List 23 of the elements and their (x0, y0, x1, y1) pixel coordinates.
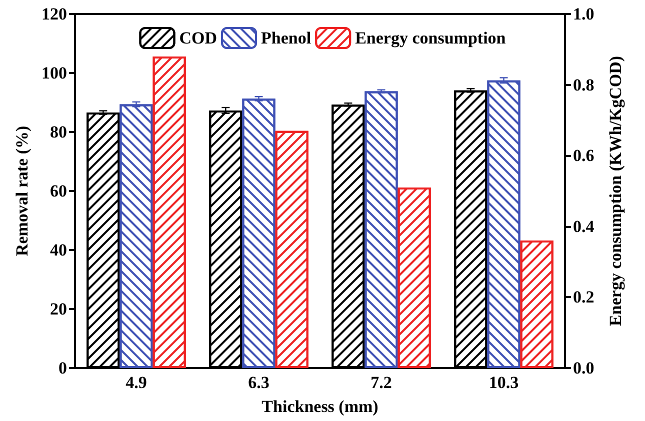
y-axis-title: Removal rate (%) (12, 126, 32, 256)
y-tick-label: 0 (58, 358, 67, 378)
y-tick-label: 120 (42, 4, 67, 24)
x-tick-label: 10.3 (488, 373, 519, 392)
y2-tick-label: 0.8 (573, 75, 594, 94)
y2-tick-label: 0.0 (573, 358, 594, 378)
legend-label: COD (179, 28, 218, 48)
legend-label: Energy consumption (355, 28, 506, 48)
x-tick-label: 4.9 (126, 373, 147, 392)
x-axis-title: Thickness (mm) (262, 397, 378, 416)
y-tick-label: 20 (50, 300, 67, 318)
y-tick-label: 40 (50, 240, 67, 260)
legend-label: Phenol (261, 28, 312, 48)
x-tick-label: 6.3 (248, 373, 270, 392)
y2-tick-label: 0.4 (573, 216, 595, 236)
y-tick-label: 100 (42, 64, 67, 82)
y2-tick-label: 0.6 (573, 146, 594, 166)
y2-tick-label: 1.0 (573, 4, 594, 24)
y-tick-label: 60 (50, 182, 67, 200)
y2-axis-title: Energy consumption (KWh/KgCOD) (606, 56, 625, 326)
x-tick-label: 7.2 (370, 373, 392, 392)
y-tick-label: 80 (50, 122, 67, 142)
y2-tick-label: 0.2 (573, 288, 594, 307)
